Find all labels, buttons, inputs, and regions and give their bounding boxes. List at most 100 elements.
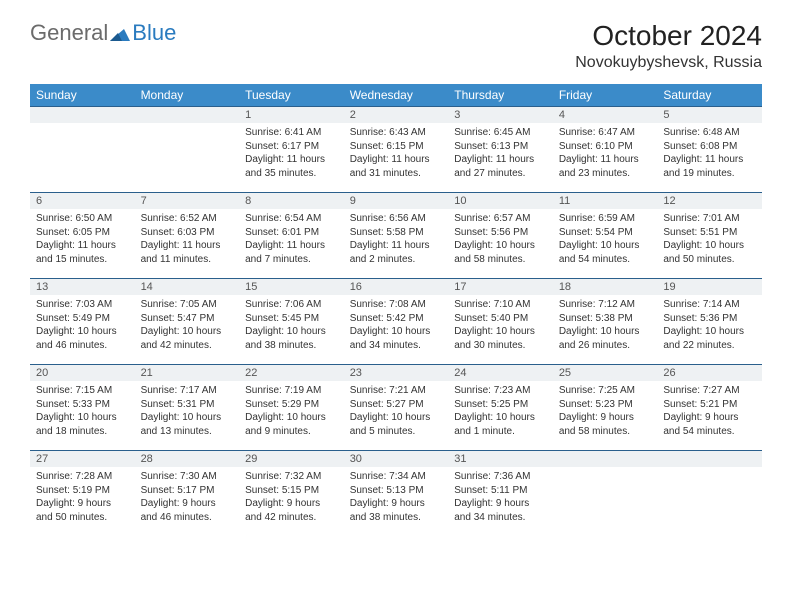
sunrise-text: Sunrise: 7:06 AM [245,298,338,312]
sunrise-text: Sunrise: 7:23 AM [454,384,547,398]
day-details: Sunrise: 7:14 AMSunset: 5:36 PMDaylight:… [657,295,762,358]
calendar-row: 27Sunrise: 7:28 AMSunset: 5:19 PMDayligh… [30,450,762,536]
sunset-text: Sunset: 6:13 PM [454,140,547,154]
day-details: Sunrise: 7:21 AMSunset: 5:27 PMDaylight:… [344,381,449,444]
sunrise-text: Sunrise: 7:17 AM [141,384,234,398]
day-number: 29 [239,451,344,467]
day-number: 30 [344,451,449,467]
calendar-body: 1Sunrise: 6:41 AMSunset: 6:17 PMDaylight… [30,106,762,536]
daylight-text: Daylight: 10 hours and 42 minutes. [141,325,234,352]
calendar-cell: 6Sunrise: 6:50 AMSunset: 6:05 PMDaylight… [30,192,135,278]
calendar-cell: 12Sunrise: 7:01 AMSunset: 5:51 PMDayligh… [657,192,762,278]
weekday-header: Tuesday [239,84,344,106]
sunset-text: Sunset: 5:17 PM [141,484,234,498]
daylight-text: Daylight: 10 hours and 58 minutes. [454,239,547,266]
day-details: Sunrise: 7:03 AMSunset: 5:49 PMDaylight:… [30,295,135,358]
calendar-cell: 18Sunrise: 7:12 AMSunset: 5:38 PMDayligh… [553,278,658,364]
day-number [30,107,135,123]
day-details: Sunrise: 6:59 AMSunset: 5:54 PMDaylight:… [553,209,658,272]
day-details [135,123,240,132]
day-number: 3 [448,107,553,123]
day-number: 6 [30,193,135,209]
title-block: October 2024 Novokuybyshevsk, Russia [575,20,762,72]
day-details: Sunrise: 7:19 AMSunset: 5:29 PMDaylight:… [239,381,344,444]
sunset-text: Sunset: 5:49 PM [36,312,129,326]
calendar-cell: 13Sunrise: 7:03 AMSunset: 5:49 PMDayligh… [30,278,135,364]
calendar-cell: 8Sunrise: 6:54 AMSunset: 6:01 PMDaylight… [239,192,344,278]
month-title: October 2024 [575,20,762,52]
calendar-cell: 2Sunrise: 6:43 AMSunset: 6:15 PMDaylight… [344,106,449,192]
weekday-header: Thursday [448,84,553,106]
sunrise-text: Sunrise: 7:03 AM [36,298,129,312]
daylight-text: Daylight: 9 hours and 34 minutes. [454,497,547,524]
day-number: 4 [553,107,658,123]
sunset-text: Sunset: 5:38 PM [559,312,652,326]
day-details: Sunrise: 7:05 AMSunset: 5:47 PMDaylight:… [135,295,240,358]
daylight-text: Daylight: 11 hours and 27 minutes. [454,153,547,180]
day-number [553,451,658,467]
sunset-text: Sunset: 6:10 PM [559,140,652,154]
sunrise-text: Sunrise: 6:57 AM [454,212,547,226]
sunset-text: Sunset: 5:29 PM [245,398,338,412]
daylight-text: Daylight: 9 hours and 58 minutes. [559,411,652,438]
sunset-text: Sunset: 5:36 PM [663,312,756,326]
calendar-table: Sunday Monday Tuesday Wednesday Thursday… [30,84,762,536]
logo-text-blue: Blue [132,20,176,46]
day-number: 5 [657,107,762,123]
calendar-cell [657,450,762,536]
calendar-cell: 25Sunrise: 7:25 AMSunset: 5:23 PMDayligh… [553,364,658,450]
daylight-text: Daylight: 10 hours and 22 minutes. [663,325,756,352]
sunrise-text: Sunrise: 6:48 AM [663,126,756,140]
weekday-header: Friday [553,84,658,106]
day-number: 17 [448,279,553,295]
day-details: Sunrise: 7:17 AMSunset: 5:31 PMDaylight:… [135,381,240,444]
day-number: 8 [239,193,344,209]
sunset-text: Sunset: 5:27 PM [350,398,443,412]
day-details: Sunrise: 7:25 AMSunset: 5:23 PMDaylight:… [553,381,658,444]
calendar-row: 6Sunrise: 6:50 AMSunset: 6:05 PMDaylight… [30,192,762,278]
sunrise-text: Sunrise: 7:05 AM [141,298,234,312]
sunset-text: Sunset: 5:13 PM [350,484,443,498]
calendar-cell: 10Sunrise: 6:57 AMSunset: 5:56 PMDayligh… [448,192,553,278]
calendar-row: 20Sunrise: 7:15 AMSunset: 5:33 PMDayligh… [30,364,762,450]
sunset-text: Sunset: 6:08 PM [663,140,756,154]
sunrise-text: Sunrise: 6:59 AM [559,212,652,226]
calendar-cell: 1Sunrise: 6:41 AMSunset: 6:17 PMDaylight… [239,106,344,192]
day-details: Sunrise: 7:08 AMSunset: 5:42 PMDaylight:… [344,295,449,358]
sunrise-text: Sunrise: 7:32 AM [245,470,338,484]
day-number: 22 [239,365,344,381]
day-number: 7 [135,193,240,209]
logo-mark-icon [110,25,130,41]
sunrise-text: Sunrise: 7:08 AM [350,298,443,312]
calendar-cell: 5Sunrise: 6:48 AMSunset: 6:08 PMDaylight… [657,106,762,192]
daylight-text: Daylight: 11 hours and 23 minutes. [559,153,652,180]
day-number: 15 [239,279,344,295]
daylight-text: Daylight: 10 hours and 34 minutes. [350,325,443,352]
sunrise-text: Sunrise: 6:47 AM [559,126,652,140]
day-details: Sunrise: 7:34 AMSunset: 5:13 PMDaylight:… [344,467,449,530]
calendar-cell: 22Sunrise: 7:19 AMSunset: 5:29 PMDayligh… [239,364,344,450]
calendar-cell [553,450,658,536]
daylight-text: Daylight: 10 hours and 54 minutes. [559,239,652,266]
calendar-cell: 17Sunrise: 7:10 AMSunset: 5:40 PMDayligh… [448,278,553,364]
calendar-cell: 11Sunrise: 6:59 AMSunset: 5:54 PMDayligh… [553,192,658,278]
calendar-cell: 26Sunrise: 7:27 AMSunset: 5:21 PMDayligh… [657,364,762,450]
sunset-text: Sunset: 5:45 PM [245,312,338,326]
daylight-text: Daylight: 10 hours and 9 minutes. [245,411,338,438]
day-details: Sunrise: 7:30 AMSunset: 5:17 PMDaylight:… [135,467,240,530]
sunrise-text: Sunrise: 6:54 AM [245,212,338,226]
day-number [657,451,762,467]
calendar-cell: 14Sunrise: 7:05 AMSunset: 5:47 PMDayligh… [135,278,240,364]
daylight-text: Daylight: 10 hours and 1 minute. [454,411,547,438]
daylight-text: Daylight: 11 hours and 15 minutes. [36,239,129,266]
sunset-text: Sunset: 5:56 PM [454,226,547,240]
daylight-text: Daylight: 11 hours and 31 minutes. [350,153,443,180]
day-number: 2 [344,107,449,123]
day-details: Sunrise: 6:41 AMSunset: 6:17 PMDaylight:… [239,123,344,186]
day-details: Sunrise: 6:48 AMSunset: 6:08 PMDaylight:… [657,123,762,186]
header: General Blue October 2024 Novokuybyshevs… [30,20,762,72]
daylight-text: Daylight: 11 hours and 7 minutes. [245,239,338,266]
day-details: Sunrise: 7:32 AMSunset: 5:15 PMDaylight:… [239,467,344,530]
day-number: 13 [30,279,135,295]
day-details: Sunrise: 6:56 AMSunset: 5:58 PMDaylight:… [344,209,449,272]
